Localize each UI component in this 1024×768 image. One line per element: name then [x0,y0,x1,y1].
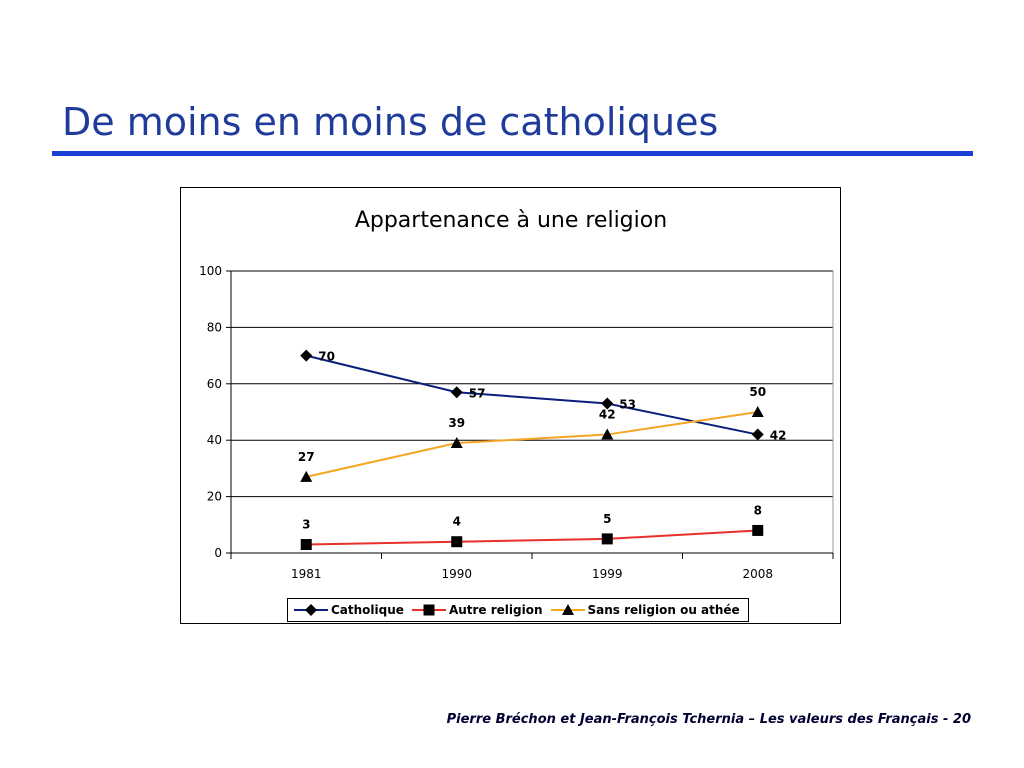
data-point-square [451,536,463,548]
legend-key-diamond [294,604,328,616]
x-tick-label: 1981 [291,567,322,581]
legend-marker [305,604,317,616]
data-point-triangle [751,406,764,417]
data-label: 5 [603,512,611,526]
data-label: 53 [619,398,636,412]
series-line-triangle [306,411,758,478]
data-label: 50 [749,385,766,399]
data-point-diamond [300,349,313,362]
data-point-square [601,533,613,545]
data-point-triangle [300,470,313,482]
y-tick-label: 60 [207,377,222,391]
legend-entry: Catholique [294,603,404,617]
series-line-diamond [306,354,758,436]
legend-label: Catholique [331,603,404,617]
series-line-square [306,529,758,546]
legend-label: Sans religion ou athée [587,603,740,617]
data-point-triangle [450,437,463,449]
x-tick-label: 2008 [742,567,773,581]
y-tick-label: 80 [207,320,222,334]
data-label: 57 [469,386,486,400]
axes: 0 20 40 60 80 100 1981 1990 1999 2008 [199,264,834,581]
legend-key-triangle [550,604,585,616]
legend-entry: Autre religion [411,603,543,617]
x-tick-label: 1990 [441,567,472,581]
data-point-square [300,539,312,551]
legend-marker [423,604,435,616]
chart-legend: Catholique Autre religion Sans religion ou… [287,598,749,622]
data-label: 42 [599,408,616,422]
y-tick-label: 100 [199,264,222,278]
y-tick-label: 0 [214,546,222,560]
data-point-diamond [601,397,614,410]
legend-marker [561,604,574,615]
data-label: 39 [448,416,465,430]
y-tick-label: 40 [207,433,222,447]
legend-label: Autre religion [448,603,543,617]
legend-key-square [411,604,446,616]
data-label: 70 [318,350,335,364]
series-lines [300,349,764,551]
data-point-triangle [601,428,614,440]
data-label: 42 [770,429,787,443]
data-label: 3 [302,518,310,532]
chart-title: Appartenance à une religion [355,208,667,233]
x-tick-label: 1999 [592,567,623,581]
data-label: 27 [298,450,315,464]
title-underline [52,151,973,156]
line-chart: Appartenance à une religion 0 20 40 60 80 100… [199,208,834,581]
legend-entry: Sans religion ou athée [550,603,740,617]
y-tick-label: 20 [207,490,222,504]
gridlines [231,270,834,553]
slide-title: De moins en moins de catholiques [62,100,719,144]
data-point-diamond [450,386,463,399]
footer-credit: Pierre Bréchon et Jean-François Tchernia… [446,712,971,727]
data-point-diamond [751,428,764,441]
data-label: 4 [453,515,461,529]
data-point-square [752,524,764,536]
chart-area: Appartenance à une religion 0 20 40 60 80 100… [180,187,841,624]
data-label: 8 [754,503,762,517]
